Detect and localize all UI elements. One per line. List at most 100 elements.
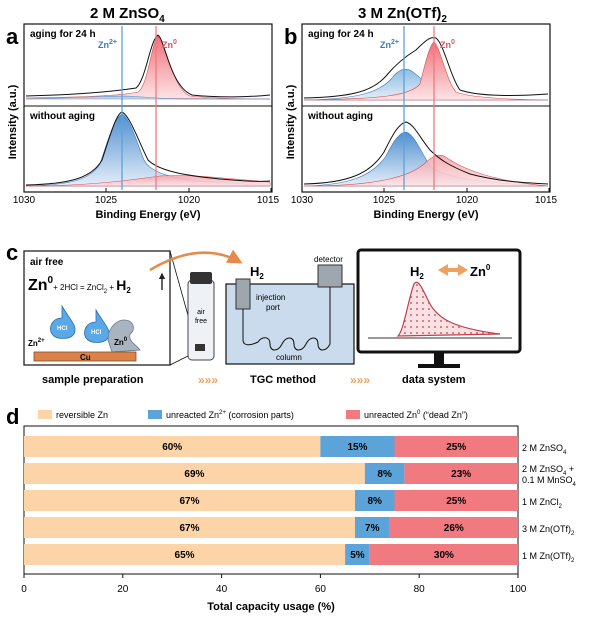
bar-data-label: 67%: [179, 496, 199, 507]
injection-label-2: port: [266, 303, 281, 312]
zn0-particle-label: Zn0: [114, 337, 128, 347]
bar-segment: [364, 463, 405, 484]
monitor-peak: [396, 281, 501, 337]
vial-sample: [195, 344, 205, 351]
bar-x-tick-label: 0: [21, 584, 27, 595]
row-label-3: 3 M Zn(OTf)2: [522, 524, 575, 537]
panel-b-bottom-spectrum: [303, 121, 549, 185]
bar-segment: [369, 544, 518, 565]
bar-data-label: 8%: [377, 469, 392, 480]
panel-a-ylabel: Intensity (a.u.): [7, 84, 19, 159]
vial-cap: [190, 272, 212, 284]
legend-swatch-reversible: [38, 410, 52, 419]
legend-swatch-zn0: [346, 410, 360, 419]
detector-label: detector: [314, 255, 343, 264]
hcl-label-1: HCl: [57, 326, 68, 332]
panel-c-letter: c: [6, 240, 18, 265]
bar-segment: [24, 517, 355, 538]
panel-a-bottom-zn2-peak: [25, 113, 271, 187]
chevrons-2: »»»: [350, 373, 370, 387]
injection-port: [235, 278, 251, 310]
bar-xlabel: Total capacity usage (%): [207, 601, 335, 613]
panel-b-xtick-3: 1015: [535, 195, 558, 206]
bar-x-tick-label: 60: [315, 584, 327, 595]
zn2-ion-label: Zn2+: [28, 338, 45, 348]
bar-x-tick-label: 80: [414, 584, 426, 595]
panel-a-xtick-0: 1030: [13, 195, 36, 206]
dead-zn-particle: [107, 319, 141, 353]
detector-unit: [317, 264, 343, 288]
legend-swatch-zn2: [148, 410, 162, 419]
step-data-system: data system: [402, 374, 466, 386]
panel-d-letter: d: [6, 404, 19, 429]
monitor-zn-label: Zn0: [470, 263, 491, 279]
bar-x-tick-label: 100: [510, 584, 527, 595]
panel-b-zn0-label: Zn0: [440, 39, 455, 50]
monitor-stand: [434, 352, 444, 364]
air-free-label: air free: [30, 257, 64, 268]
panel-a-zn2-label: Zn2+: [98, 39, 117, 50]
row-label-4: 1 M Zn(OTf)2: [522, 551, 575, 564]
hcl-droplet-1: [50, 304, 76, 339]
bar-segment: [24, 490, 355, 511]
step-tgc: TGC method: [250, 374, 316, 386]
panel-d: d reversible Zn unreacted Zn2+ (corrosio…: [6, 404, 577, 613]
panel-b-xlabel: Binding Energy (eV): [373, 209, 478, 221]
monitor-base: [418, 364, 460, 368]
bar-data-label: 23%: [451, 469, 471, 480]
panel-b-xtick-1: 1025: [373, 195, 396, 206]
bar-data-label: 65%: [175, 550, 195, 561]
bar-segment: [320, 436, 395, 457]
cu-substrate: [33, 351, 137, 362]
panel-a-letter: a: [6, 24, 19, 49]
bar-data-label: 30%: [434, 550, 454, 561]
monitor-h2-label: H2: [410, 264, 424, 281]
bar-segment: [394, 436, 518, 457]
bar-data-label: 26%: [444, 523, 464, 534]
panel-b-bottom-zn0-peak: [303, 154, 549, 187]
bar-x-axis: 0 20 40 60 80 100: [21, 574, 527, 595]
panel-a-xticks: [23, 188, 272, 192]
panel-a-zn0-label: Zn0: [162, 39, 177, 50]
bar-data-label: 60%: [162, 442, 182, 453]
panel-a-frame: [23, 23, 273, 193]
bar-data-label: 7%: [365, 523, 380, 534]
panel-a-bottom-spectrum: [25, 111, 271, 186]
bar-data-label: 69%: [184, 469, 204, 480]
bar-segment: [404, 463, 518, 484]
panel-b-xtick-0: 1030: [291, 195, 314, 206]
legend-zn0: unreacted Zn0 (“dead Zn”): [364, 410, 468, 420]
panel-b-xtick-2: 1020: [456, 195, 479, 206]
bar-segment: [24, 463, 365, 484]
bar-segment: [24, 436, 321, 457]
row-label-2: 1 M ZnCl2: [522, 497, 563, 510]
panel-a-xtick-1: 1025: [95, 195, 118, 206]
gc-column-coil: [242, 287, 331, 351]
bar-segment: [389, 517, 518, 538]
stacked-bars: 60% 15% 25% 69% 8% 23% 67% 8% 25% 67% 7% 26% 65% 5% 30…: [24, 436, 518, 565]
h2-flow-label: H2: [250, 264, 264, 281]
column-label: column: [276, 353, 302, 362]
bar-data-label: 15%: [347, 442, 367, 453]
bar-segment: [394, 490, 518, 511]
bar-data-label: 25%: [446, 496, 466, 507]
panel-c: c air free Zn0+ 2HCl = ZnCl2 + H2 HCl HC…: [6, 240, 522, 387]
bar-segment: [24, 544, 346, 565]
panel-b: b 3 M Zn(OTf)2 Intensity (a.u.) aging fo…: [284, 5, 558, 221]
panel-a-xtick-3: 1015: [257, 195, 280, 206]
legend-zn2: unreacted Zn2+ (corrosion parts): [166, 410, 294, 420]
panel-b-letter: b: [284, 24, 297, 49]
panel-b-top-label: aging for 24 h: [308, 29, 374, 40]
bar-data-label: 8%: [368, 496, 383, 507]
hcl-droplet-2: [84, 308, 110, 343]
panel-b-ylabel: Intensity (a.u.): [285, 84, 297, 159]
injection-label-1: injection: [256, 293, 285, 302]
bar-data-label: 5%: [350, 550, 365, 561]
h2-flow-arrow: [149, 249, 243, 272]
bar-data-label: 67%: [179, 523, 199, 534]
bar-segment: [354, 517, 390, 538]
panel-b-top-zn0-peak: [303, 41, 549, 101]
legend-reversible: reversible Zn: [56, 410, 108, 420]
panel-a-top-spectrum: [25, 34, 271, 98]
bar-segment: [354, 490, 395, 511]
